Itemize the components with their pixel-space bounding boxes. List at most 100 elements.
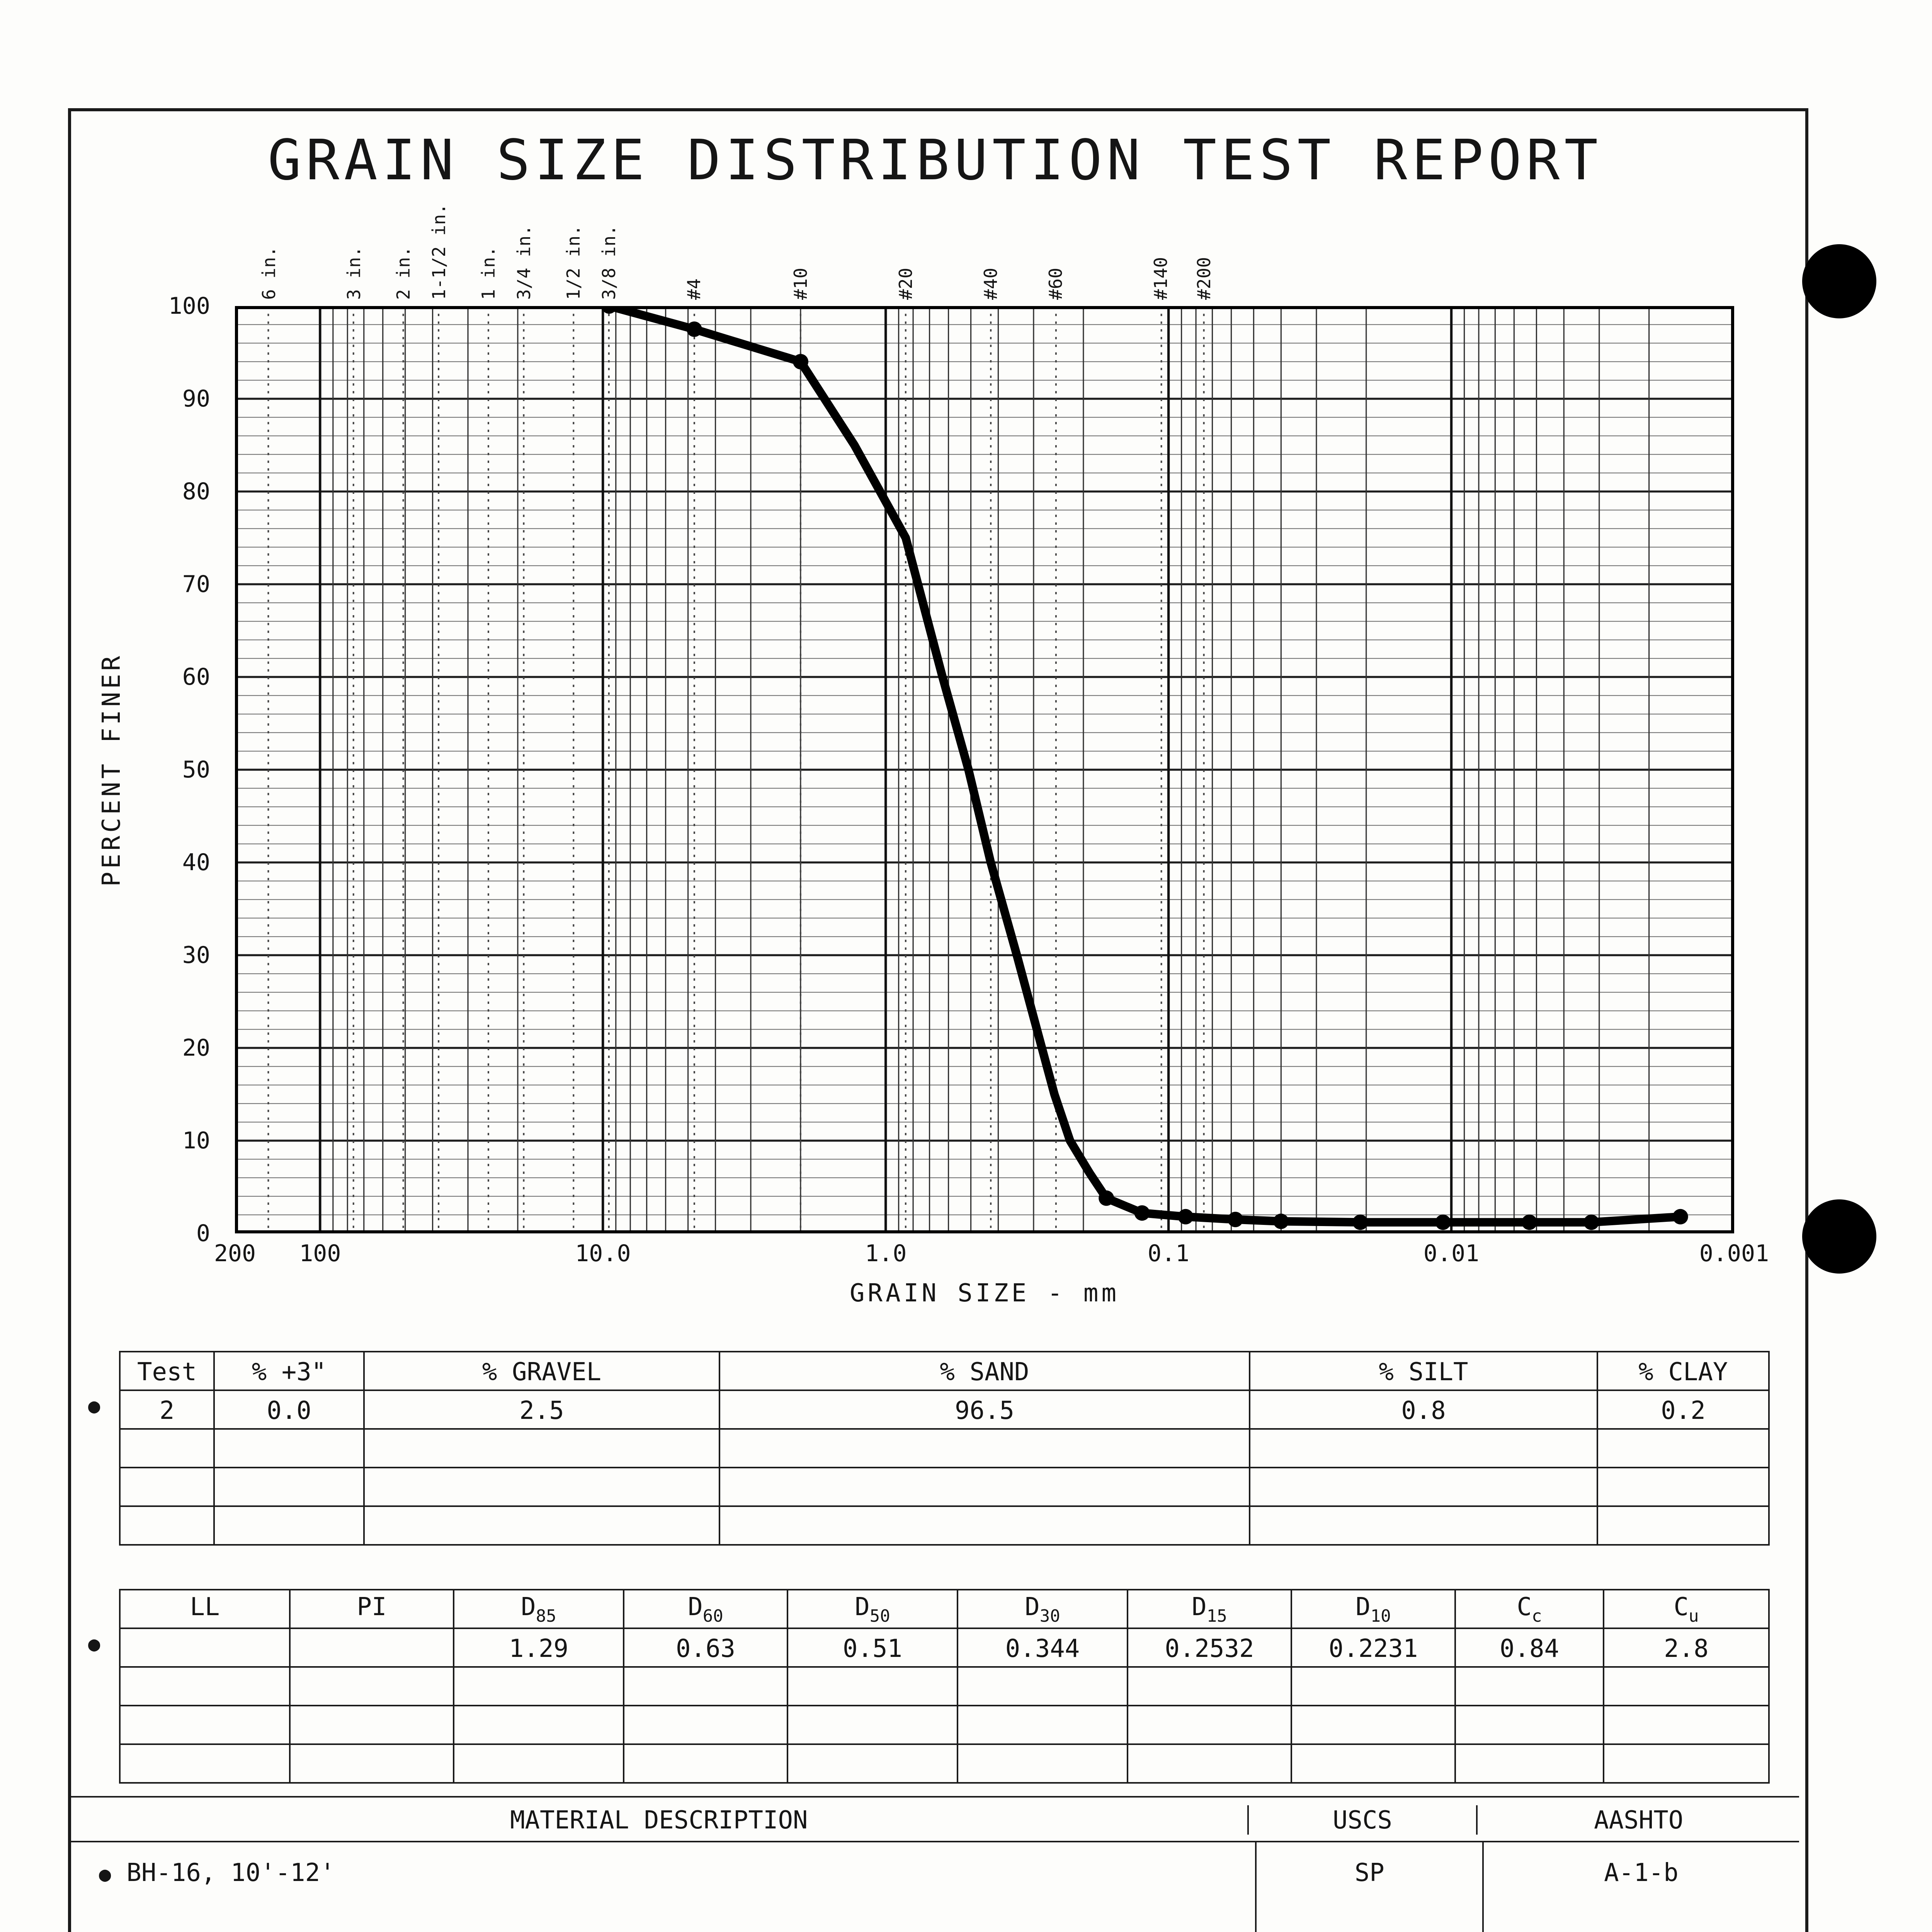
header-cell: % GRAVEL (363, 1351, 720, 1391)
empty-row (119, 1428, 1770, 1468)
sieve-label: 3/4 in. (513, 225, 535, 300)
header-cell: % SILT (1249, 1351, 1598, 1391)
data-cell: 0.8 (1249, 1389, 1598, 1430)
sieve-label: #4 (683, 278, 705, 300)
y-tick-label: 30 (182, 941, 210, 969)
empty-row (119, 1505, 1770, 1546)
x-tick-label: 0.001 (1699, 1240, 1769, 1267)
data-cell: 0.2231 (1291, 1628, 1456, 1668)
header-cell: D30 (957, 1589, 1128, 1629)
data-cell: 0.63 (623, 1628, 788, 1668)
header-cell: D60 (623, 1589, 788, 1629)
data-cell: 2 (119, 1389, 215, 1430)
data-cell (119, 1628, 291, 1668)
header-cell: Cc (1454, 1589, 1604, 1629)
material-description-section: MATERIAL DESCRIPTION USCS AASHTO ● BH-16,… (71, 1796, 1799, 1932)
series-bullet: ● (99, 1864, 111, 1887)
sieve-label: 1/2 in. (563, 225, 585, 300)
aashto-value: A-1-b (1481, 1842, 1799, 1932)
sieve-label: #200 (1193, 257, 1215, 300)
data-cell: 0.2 (1597, 1389, 1770, 1430)
sieve-label: #60 (1045, 267, 1067, 300)
empty-row (119, 1743, 1770, 1784)
y-axis-tick-labels: 100 90 80 70 60 50 40 30 20 10 0 (136, 292, 223, 1247)
data-cell: 0.51 (787, 1628, 958, 1668)
chart-plot-area (235, 306, 1734, 1233)
sieve-label: #10 (790, 267, 811, 300)
data-cell (289, 1628, 454, 1668)
aashto-header: AASHTO (1476, 1804, 1799, 1834)
empty-row (119, 1666, 1770, 1706)
punch-hole-mark (1802, 1199, 1876, 1274)
page-title: GRAIN SIZE DISTRIBUTION TEST REPORT (267, 130, 1603, 193)
y-tick-label: 20 (182, 1034, 210, 1062)
fractions-header-row: Test % +3" % GRAVEL % SAND % SILT % CLAY (119, 1351, 1770, 1391)
parameters-data-row: 1.29 0.63 0.51 0.344 0.2532 0.2231 0.84 … (119, 1628, 1770, 1668)
header-cell: % SAND (719, 1351, 1250, 1391)
y-tick-label: 10 (182, 1127, 210, 1155)
data-cell: 1.29 (453, 1628, 624, 1668)
sieve-label: 3/8 in. (598, 225, 620, 300)
y-tick-label: 0 (196, 1219, 210, 1247)
sieve-size-labels: 6 in. 3 in. 2 in. 1-1/2 in. 1 in. 3/4 in. 1/2 … (235, 185, 1734, 303)
fractions-data-row: 2 0.0 2.5 96.5 0.8 0.2 (119, 1389, 1770, 1430)
header-cell: PI (289, 1589, 454, 1629)
x-tick-label: 100 (299, 1240, 341, 1267)
sieve-label: 3 in. (342, 246, 364, 300)
header-cell: D50 (787, 1589, 958, 1629)
material-header-row: MATERIAL DESCRIPTION USCS AASHTO (71, 1798, 1799, 1842)
x-tick-label: 10.0 (575, 1240, 631, 1267)
empty-row (119, 1705, 1770, 1745)
header-cell: Cu (1603, 1589, 1770, 1629)
material-description-value: ● BH-16, 10'-12' (99, 1858, 335, 1887)
y-tick-label: 80 (182, 478, 210, 505)
header-cell: Test (119, 1351, 215, 1391)
header-cell: D10 (1291, 1589, 1456, 1629)
sieve-label: 1-1/2 in. (428, 203, 450, 300)
sieve-label: #140 (1150, 257, 1172, 300)
empty-row (119, 1467, 1770, 1507)
data-cell: 0.344 (957, 1628, 1128, 1668)
x-tick-label: 1.0 (865, 1240, 907, 1267)
y-axis-title: PERCENT FINER (97, 653, 126, 887)
data-cell: 0.84 (1454, 1628, 1604, 1668)
x-tick-label: 200 (214, 1240, 256, 1267)
x-tick-label: 0.01 (1423, 1240, 1480, 1267)
parameters-header-row: LL PI D85 D60 D50 D30 D15 D10 Cc Cu (119, 1589, 1770, 1629)
data-cell: 96.5 (719, 1389, 1250, 1430)
x-tick-label: 0.1 (1147, 1240, 1190, 1267)
sieve-label: #20 (895, 267, 917, 300)
sieve-label: 6 in. (257, 246, 279, 300)
y-tick-label: 70 (182, 570, 210, 598)
y-tick-label: 50 (182, 756, 210, 784)
y-tick-label: 90 (182, 385, 210, 413)
data-cell: 0.2532 (1127, 1628, 1292, 1668)
y-tick-label: 100 (168, 292, 210, 320)
y-tick-label: 60 (182, 663, 210, 691)
punch-hole-mark (1802, 244, 1876, 318)
y-tick-label: 40 (182, 849, 210, 876)
page-border (68, 108, 1808, 1932)
x-axis-title: GRAIN SIZE - mm (850, 1278, 1119, 1308)
x-axis-tick-labels: 200 100 10.0 1.0 0.1 0.01 0.001 (214, 1240, 1769, 1270)
data-cell: 2.5 (363, 1389, 720, 1430)
header-cell: LL (119, 1589, 291, 1629)
parameters-table: LL PI D85 D60 D50 D30 D15 D10 Cc Cu 1.29… (119, 1589, 1770, 1784)
material-data-row: ● BH-16, 10'-12' SP A-1-b (71, 1842, 1799, 1932)
fractions-table: Test % +3" % GRAVEL % SAND % SILT % CLAY… (119, 1351, 1770, 1546)
material-description-header: MATERIAL DESCRIPTION (510, 1804, 808, 1834)
data-cell: 2.8 (1603, 1628, 1770, 1668)
sieve-label: 1 in. (478, 246, 499, 300)
header-cell: D15 (1127, 1589, 1292, 1629)
uscs-value: SP (1255, 1842, 1482, 1932)
header-cell: D85 (453, 1589, 624, 1629)
data-cell: 0.0 (213, 1389, 365, 1430)
uscs-header: USCS (1247, 1804, 1477, 1834)
header-cell: % CLAY (1597, 1351, 1770, 1391)
sieve-label: 2 in. (392, 246, 414, 300)
series-bullet: ● (88, 1396, 100, 1419)
series-bullet: ● (88, 1634, 100, 1657)
sieve-label: #40 (980, 267, 1002, 300)
header-cell: % +3" (213, 1351, 365, 1391)
